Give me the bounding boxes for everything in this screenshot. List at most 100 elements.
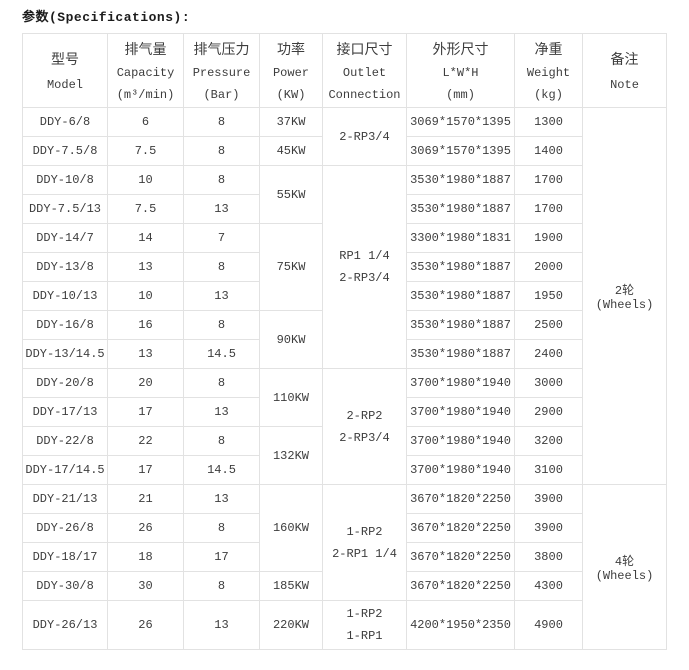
header-capacity-unit: (m³/min) — [116, 88, 175, 102]
cell-power: 75KW — [259, 223, 323, 311]
cell-dimensions: 3700*1980*1940 — [406, 426, 515, 456]
cell-model: DDY-6/8 — [22, 107, 108, 137]
cell-capacity: 17 — [107, 455, 184, 485]
header-power-unit: (KW) — [276, 88, 306, 102]
cell-dimensions: 3069*1570*1395 — [406, 136, 515, 166]
cell-model: DDY-7.5/13 — [22, 194, 108, 224]
cell-weight: 4300 — [514, 571, 583, 601]
cell-capacity: 30 — [107, 571, 184, 601]
header-model-zh: 型号 — [51, 53, 79, 69]
table-row: DDY-17/13 17 13 3700*1980*1940 2900 — [22, 397, 667, 427]
cell-pressure: 8 — [183, 426, 260, 456]
outlet-line: 1-RP1 — [346, 629, 383, 643]
header-model: 型号 Model — [22, 33, 108, 108]
cell-capacity: 13 — [107, 252, 184, 282]
header-dimensions: 外形尺寸 L*W*H (mm) — [406, 33, 515, 108]
table-row: DDY-30/8 30 8 185KW 3670*1820*2250 4300 — [22, 571, 667, 601]
outlet-line: 1-RP2 — [346, 607, 383, 621]
cell-power: 110KW — [259, 368, 323, 427]
cell-pressure: 13 — [183, 194, 260, 224]
cell-pressure: 8 — [183, 368, 260, 398]
cell-pressure: 13 — [183, 281, 260, 311]
outlet-line: 1-RP2 — [346, 524, 383, 539]
cell-model: DDY-13/8 — [22, 252, 108, 282]
header-power: 功率 Power (KW) — [259, 33, 323, 108]
outlet-line: 2-RP1 1/4 — [332, 546, 397, 561]
table-row: DDY-13/8 13 8 3530*1980*1887 2000 — [22, 252, 667, 282]
header-outlet: 接口尺寸 Outlet Connection — [322, 33, 407, 108]
cell-pressure: 8 — [183, 136, 260, 166]
cell-weight: 3800 — [514, 542, 583, 572]
cell-dimensions: 4200*1950*2350 — [406, 600, 515, 650]
cell-model: DDY-26/8 — [22, 513, 108, 543]
cell-power: 37KW — [259, 107, 323, 137]
outlet-line: 2-RP3/4 — [339, 271, 390, 285]
cell-capacity: 26 — [107, 600, 184, 650]
cell-pressure: 8 — [183, 513, 260, 543]
cell-power: 160KW — [259, 484, 323, 572]
cell-capacity: 7.5 — [107, 136, 184, 166]
cell-weight: 1700 — [514, 194, 583, 224]
cell-model: DDY-21/13 — [22, 484, 108, 514]
cell-model: DDY-13/14.5 — [22, 339, 108, 369]
cell-weight: 2400 — [514, 339, 583, 369]
header-outlet-en1: Outlet — [342, 66, 387, 80]
specifications-table: 型号 Model 排气量 Capacity (m³/min) 排气压力 Pres… — [22, 33, 667, 650]
cell-outlet: 2-RP3/4 — [322, 107, 407, 166]
cell-dimensions: 3069*1570*1395 — [406, 107, 515, 137]
cell-dimensions: 3530*1980*1887 — [406, 252, 515, 282]
cell-power: 220KW — [259, 600, 323, 650]
cell-dimensions: 3700*1980*1940 — [406, 455, 515, 485]
cell-pressure: 13 — [183, 397, 260, 427]
header-weight: 净重 Weight (kg) — [514, 33, 583, 108]
cell-note: 2轮 (Wheels) — [582, 107, 667, 485]
header-pressure-unit: (Bar) — [203, 88, 240, 102]
cell-capacity: 13 — [107, 339, 184, 369]
cell-pressure: 8 — [183, 252, 260, 282]
cell-weight: 3100 — [514, 455, 583, 485]
header-power-en: Power — [272, 66, 309, 80]
cell-outlet: 1-RP2 2-RP1 1/4 — [322, 484, 407, 601]
header-weight-unit: (kg) — [534, 88, 563, 102]
cell-dimensions: 3530*1980*1887 — [406, 281, 515, 311]
cell-pressure: 13 — [183, 484, 260, 514]
table-row: DDY-10/8 10 8 55KW RP1 1/4 2-RP3/4 3530*… — [22, 165, 667, 369]
cell-dimensions: 3670*1820*2250 — [406, 513, 515, 543]
table-row: DDY-17/14.5 17 14.5 3700*1980*1940 3100 — [22, 455, 667, 485]
cell-capacity: 10 — [107, 281, 184, 311]
cell-power: 132KW — [259, 426, 323, 485]
table-header-row: 型号 Model 排气量 Capacity (m³/min) 排气压力 Pres… — [22, 33, 667, 108]
page: 参数(Specifications): 型号 Model 排气量 Capacit… — [22, 10, 667, 650]
cell-note: 4轮 (Wheels) — [582, 484, 667, 650]
header-dimensions-en: L*W*H — [442, 66, 479, 80]
cell-pressure: 13 — [183, 600, 260, 650]
cell-pressure: 14.5 — [183, 455, 260, 485]
cell-weight: 2900 — [514, 397, 583, 427]
cell-weight: 1400 — [514, 136, 583, 166]
cell-weight: 3900 — [514, 513, 583, 543]
header-outlet-zh: 接口尺寸 — [336, 43, 393, 59]
cell-weight: 3000 — [514, 368, 583, 398]
outlet-line: RP1 1/4 — [339, 249, 390, 263]
cell-dimensions: 3530*1980*1887 — [406, 165, 515, 195]
cell-weight: 1700 — [514, 165, 583, 195]
cell-power: 55KW — [259, 165, 323, 224]
cell-capacity: 6 — [107, 107, 184, 137]
cell-weight: 2500 — [514, 310, 583, 340]
cell-pressure: 8 — [183, 310, 260, 340]
cell-power: 90KW — [259, 310, 323, 369]
header-note: 备注 Note — [582, 33, 667, 108]
header-pressure-en: Pressure — [192, 66, 251, 80]
page-title: 参数(Specifications): — [22, 10, 191, 25]
table-row: DDY-20/8 20 8 110KW 2-RP2 2-RP3/4 3700*1… — [22, 368, 667, 485]
cell-capacity: 20 — [107, 368, 184, 398]
cell-model: DDY-14/7 — [22, 223, 108, 253]
cell-weight: 1300 — [514, 107, 583, 137]
cell-weight: 1900 — [514, 223, 583, 253]
header-dimensions-zh: 外形尺寸 — [432, 43, 489, 59]
header-pressure: 排气压力 Pressure (Bar) — [183, 33, 260, 108]
cell-capacity: 14 — [107, 223, 184, 253]
cell-model: DDY-16/8 — [22, 310, 108, 340]
cell-weight: 4900 — [514, 600, 583, 650]
header-capacity: 排气量 Capacity (m³/min) — [107, 33, 184, 108]
